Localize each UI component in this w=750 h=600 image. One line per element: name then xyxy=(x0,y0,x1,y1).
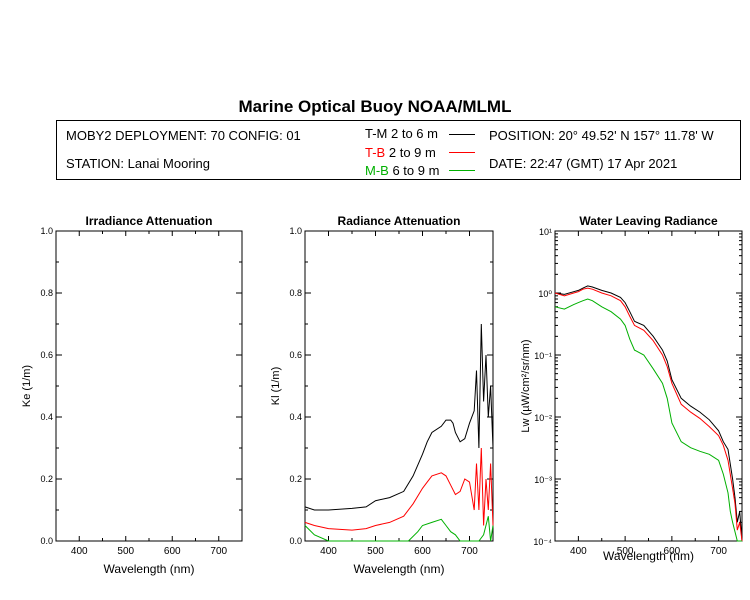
y-axis-label: Kl (1/m) xyxy=(270,367,282,406)
chart-water-leaving: Water Leaving Radiance 400 500 600 700 10⁻⁴ 10… xyxy=(520,214,743,563)
series-line-t-b xyxy=(304,447,494,531)
x-tick-label: 400 xyxy=(320,546,337,557)
series-line-m-b xyxy=(304,516,494,542)
chart-title: Irradiance Attenuation xyxy=(86,214,213,228)
x-axis-label: Wavelength (nm) xyxy=(603,549,694,563)
station-text: STATION: Lanai Mooring xyxy=(66,156,211,171)
y-tick-label: 0.6 xyxy=(40,350,53,360)
y-tick-label: 0.8 xyxy=(289,288,302,298)
series-line-t-b xyxy=(554,287,743,542)
legend-key-tm: T-M xyxy=(365,126,388,141)
chart-title: Radiance Attenuation xyxy=(338,214,461,228)
y-tick-label: 0.4 xyxy=(40,412,53,422)
legend-line-tm xyxy=(449,134,475,135)
y-tick-label: 10⁻³ xyxy=(534,475,552,485)
x-axis-label: Wavelength (nm) xyxy=(104,562,195,576)
plot-frame xyxy=(554,230,743,542)
legend-depth-tm: 2 to 6 m xyxy=(391,126,438,141)
legend-item-tm: T-M 2 to 6 m xyxy=(365,126,438,141)
date-text: DATE: 22:47 (GMT) 17 Apr 2021 xyxy=(489,156,678,171)
chart-title: Water Leaving Radiance xyxy=(579,214,718,228)
y-tick-label: 10⁻¹ xyxy=(534,351,552,361)
series-line-t-m xyxy=(554,285,743,542)
y-tick-label: 0.0 xyxy=(40,536,53,546)
series-line-t-m xyxy=(304,323,494,511)
legend-depth-mb: 6 to 9 m xyxy=(392,163,440,178)
info-box: MOBY2 DEPLOYMENT: 70 CONFIG: 01 STATION:… xyxy=(56,120,741,180)
page-title: Marine Optical Buoy NOAA/MLML xyxy=(238,97,512,116)
chart-irradiance: Irradiance Attenuation 400 500 600 700 0.0 0.2… xyxy=(21,214,243,576)
y-tick-label: 10¹ xyxy=(539,227,552,237)
x-tick-label: 400 xyxy=(71,546,88,557)
x-tick-label: 500 xyxy=(617,546,634,557)
legend-item-mb: M-B 6 to 9 m xyxy=(365,163,439,178)
plot-frame xyxy=(55,230,243,542)
x-tick-label: 500 xyxy=(367,546,384,557)
legend-key-tb: T-B xyxy=(365,145,386,160)
deployment-text: MOBY2 DEPLOYMENT: 70 CONFIG: 01 xyxy=(66,128,301,143)
y-tick-label: 0.2 xyxy=(289,474,302,484)
x-tick-label: 500 xyxy=(117,546,134,557)
y-axis-label: Lw (µW/cm²/sr/nm) xyxy=(520,339,532,432)
legend-key-mb: M-B xyxy=(365,163,389,178)
y-tick-label: 0.4 xyxy=(289,412,302,422)
position-text: POSITION: 20° 49.52' N 157° 11.78' W xyxy=(489,128,714,143)
x-tick-label: 600 xyxy=(414,546,431,557)
x-tick-label: 700 xyxy=(210,546,227,557)
x-tick-label: 400 xyxy=(570,546,587,557)
x-tick-label: 600 xyxy=(164,546,181,557)
y-tick-label: 1.0 xyxy=(289,226,302,236)
legend-depth-tb: 2 to 9 m xyxy=(388,145,436,160)
series-line-m-b xyxy=(554,298,742,542)
legend-item-tb: T-B 2 to 9 m xyxy=(365,145,436,160)
legend-line-mb xyxy=(449,170,475,171)
y-tick-label: 1.0 xyxy=(40,226,53,236)
y-tick-label: 0.8 xyxy=(40,288,53,298)
y-tick-label: 0.0 xyxy=(289,536,302,546)
plot-frame xyxy=(304,230,494,542)
chart-radiance: Radiance Attenuation 400 500 600 700 0.0 0.2 0.… xyxy=(270,214,494,576)
x-tick-label: 700 xyxy=(461,546,478,557)
x-tick-label: 600 xyxy=(664,546,681,557)
legend-line-tb xyxy=(449,152,475,153)
x-axis-label: Wavelength (nm) xyxy=(354,562,445,576)
y-tick-label: 0.6 xyxy=(289,350,302,360)
x-tick-label: 700 xyxy=(710,546,727,557)
y-tick-label: 10⁰ xyxy=(538,289,552,299)
y-tick-label: 10⁻² xyxy=(534,413,552,423)
y-axis-label: Ke (1/m) xyxy=(21,365,33,407)
y-tick-label: 0.2 xyxy=(40,474,53,484)
y-tick-label: 10⁻⁴ xyxy=(533,537,552,547)
